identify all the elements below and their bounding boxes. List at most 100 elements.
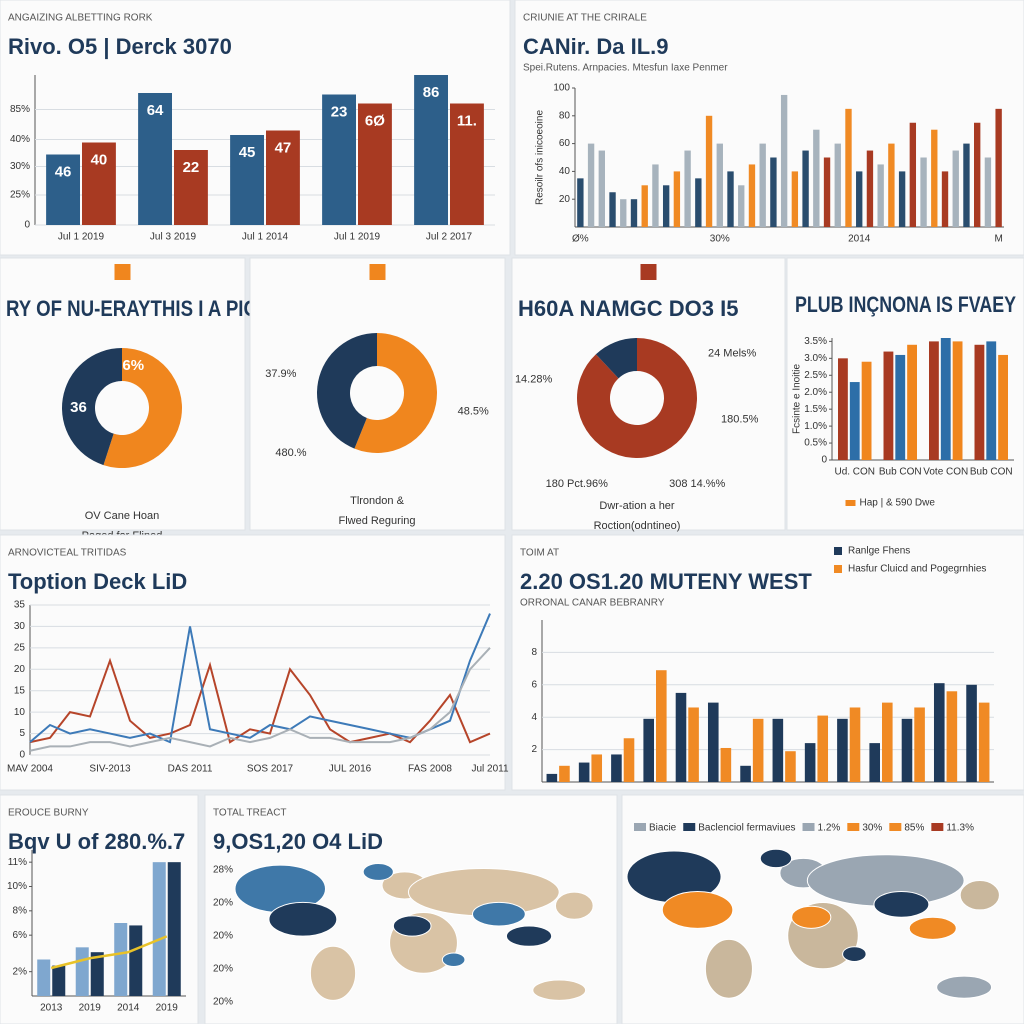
bar [838, 358, 848, 460]
y-tick-label: 80 [559, 110, 571, 121]
bar [785, 751, 796, 782]
bar [75, 947, 89, 996]
bar [620, 199, 627, 227]
bar [933, 683, 945, 782]
map-region [873, 891, 930, 918]
map-region [554, 891, 594, 920]
pie-slice [103, 348, 183, 468]
y-tick-label: 0 [821, 455, 827, 466]
map-region [936, 975, 993, 999]
pie-annotation: 180 Pct.96% [546, 478, 609, 490]
bar-annotation: 86 [423, 84, 440, 101]
x-tick-label: SOS 2017 [247, 764, 294, 775]
bar [720, 747, 732, 782]
bar-annotation: 22 [183, 159, 200, 176]
bar [52, 965, 66, 996]
panel [511, 257, 786, 531]
panel-title: 9,OS1,20 O4 LiD [213, 829, 383, 854]
bar [909, 122, 917, 227]
x-tick-label: 2019 [79, 1003, 102, 1014]
pie-annotation: 36 [70, 399, 87, 416]
bar [869, 743, 880, 782]
y-tick-label: 10 [14, 707, 26, 718]
bar-annotation: 23 [331, 103, 348, 120]
bar [673, 171, 681, 227]
y-tick-label: 60 [559, 138, 571, 149]
bar [322, 94, 356, 225]
bar [914, 707, 925, 782]
x-tick-label: Jul 2011 [471, 764, 509, 775]
bar [82, 142, 116, 225]
y-tick-label: 30 [14, 621, 26, 632]
bar [866, 150, 874, 227]
bar [772, 718, 784, 782]
x-tick-label: 2014 [117, 1003, 140, 1014]
y-tick-label: 5 [19, 728, 25, 739]
bar [90, 952, 104, 996]
axis-label: 20% [213, 931, 233, 942]
x-tick-label: 30% [710, 234, 730, 245]
bar-annotation: 46 [55, 163, 72, 180]
map-region [268, 901, 338, 937]
bar [998, 354, 1008, 460]
x-tick-label: Vote CON [923, 467, 968, 478]
bar [995, 108, 1002, 227]
pie-caption: OV Cane Hoan [85, 510, 160, 522]
bar [748, 164, 756, 227]
pie-slice [317, 333, 377, 449]
bar [978, 702, 990, 782]
x-tick-label: 2013 [40, 1003, 63, 1014]
bar [966, 684, 977, 782]
bar [929, 341, 939, 460]
panel-title: Toption Deck LiD [8, 569, 187, 594]
bar [546, 773, 558, 782]
pie-caption: Dwr-ation a her [599, 500, 675, 512]
y-tick-label: 11% [8, 857, 27, 868]
legend-swatch [845, 500, 856, 506]
x-tick-label: Jul 1 2019 [334, 232, 381, 243]
y-tick-label: 1.5% [804, 404, 827, 415]
y-tick-label: 35 [14, 600, 26, 611]
bar [266, 130, 300, 225]
bar [883, 351, 894, 460]
legend-swatch [834, 547, 842, 555]
slice-label: 37.9% [265, 368, 296, 380]
bar [802, 150, 809, 227]
pie-annotation: 14.28% [515, 374, 553, 386]
map-region [392, 915, 432, 937]
bar [940, 338, 951, 460]
panel-subtitle: CRIUNIE AT THE CRIRALE [523, 13, 647, 24]
y-tick-label: 3.5% [804, 336, 827, 347]
y-tick-label: 4 [531, 712, 537, 723]
bar-annotation: 11. [457, 112, 477, 129]
y-tick-label: 2.0% [804, 387, 827, 398]
bar [837, 718, 848, 782]
bar [907, 344, 917, 460]
x-tick-label: Jul 2 2017 [426, 232, 473, 243]
legend-label: 30% [862, 823, 882, 834]
y-tick-label: 6% [13, 930, 28, 941]
pie-annotation: 6% [122, 357, 144, 374]
legend-swatch [683, 823, 696, 831]
y-tick-label: 2.5% [804, 370, 827, 381]
bar [609, 192, 616, 227]
bar [114, 923, 128, 996]
y-tick-label: 20 [14, 664, 26, 675]
bar [695, 178, 702, 227]
y-tick-label: 6 [531, 679, 537, 690]
x-tick-label: Bub CON [970, 467, 1013, 478]
pie-slice [354, 333, 438, 453]
bar [705, 115, 713, 227]
legend-label: 11.3% [946, 823, 974, 834]
x-tick-label: Ud. CON [834, 467, 875, 478]
y-tick-label: 2 [531, 744, 537, 755]
bar [688, 707, 699, 782]
x-tick-label: DAS 2011 [168, 764, 213, 775]
pie-slice [576, 338, 697, 459]
bar [167, 862, 181, 996]
map-region [309, 945, 357, 1001]
bar [587, 143, 595, 227]
bar [752, 718, 764, 782]
panel-title: H60A NAMGC DO3 I5 [518, 296, 738, 321]
x-tick-label: JUL 2016 [329, 764, 372, 775]
